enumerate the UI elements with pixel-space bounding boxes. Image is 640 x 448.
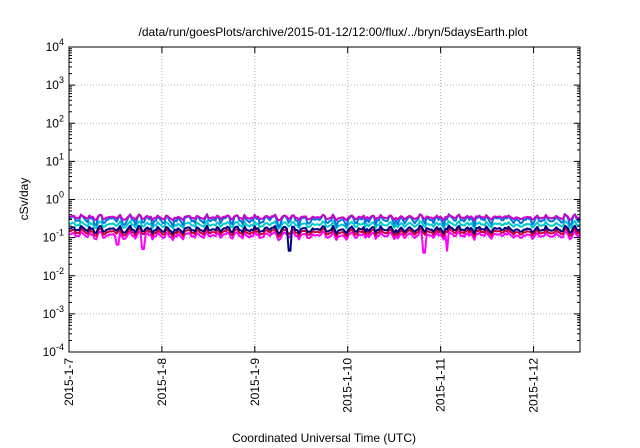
- x-tick-label: 2015-1-12: [527, 358, 541, 413]
- series-line: [69, 213, 581, 222]
- x-tick-label: 2015-1-9: [248, 358, 262, 406]
- y-tick-base: 10: [43, 231, 57, 245]
- y-tick-base: 10: [46, 193, 60, 207]
- x-tick-label: 2015-1-8: [155, 358, 169, 406]
- y-tick-exponent: -4: [56, 342, 64, 352]
- y-tick-exponent: 1: [59, 151, 64, 161]
- y-tick-exponent: 4: [59, 37, 64, 47]
- series-line: [68, 230, 581, 254]
- y-tick-exponent: -3: [56, 304, 64, 314]
- y-tick-exponent: 3: [59, 75, 64, 85]
- y-tick-base: 10: [43, 345, 57, 359]
- x-tick-labels: 2015-1-7 2015-1-8 2015-1-9 2015-1-10 2015-1-…: [62, 358, 541, 413]
- data-series: [68, 212, 581, 254]
- series-line: [68, 219, 581, 230]
- y-tick-base: 10: [43, 269, 57, 283]
- y-tick-label: 100: [46, 190, 64, 207]
- y-tick-base: 10: [43, 307, 57, 321]
- y-tick-label: 104: [46, 37, 64, 54]
- x-axis-label: Coordinated Universal Time (UTC): [232, 431, 416, 445]
- y-tick-label: 10-2: [43, 266, 64, 283]
- x-tick-label: 2015-1-11: [434, 358, 448, 412]
- y-tick-label: 101: [46, 151, 64, 168]
- y-tick-label: 10-4: [43, 342, 64, 359]
- y-tick-exponent: -1: [56, 228, 64, 238]
- y-tick-exponent: 0: [59, 190, 64, 200]
- tick-marks: [68, 46, 580, 353]
- x-tick-label: 2015-1-7: [62, 358, 76, 406]
- chart-title: /data/run/goesPlots/archive/2015-01-12/1…: [139, 25, 529, 39]
- y-tick-base: 10: [46, 116, 60, 130]
- x-tick-label: 2015-1-10: [341, 358, 355, 413]
- y-tick-label: 102: [46, 113, 64, 130]
- y-tick-base: 10: [46, 154, 60, 168]
- y-tick-base: 10: [46, 78, 60, 92]
- y-tick-exponent: 2: [59, 113, 64, 123]
- y-tick-label: 10-3: [43, 304, 64, 321]
- y-axis-label: cSv/day: [17, 178, 31, 221]
- y-tick-label: 103: [46, 75, 64, 92]
- series-line: [68, 224, 581, 252]
- y-tick-base: 10: [46, 40, 60, 54]
- grid-lines: [69, 47, 580, 352]
- y-tick-exponent: -2: [56, 266, 64, 276]
- y-tick-label: 10-1: [43, 228, 64, 245]
